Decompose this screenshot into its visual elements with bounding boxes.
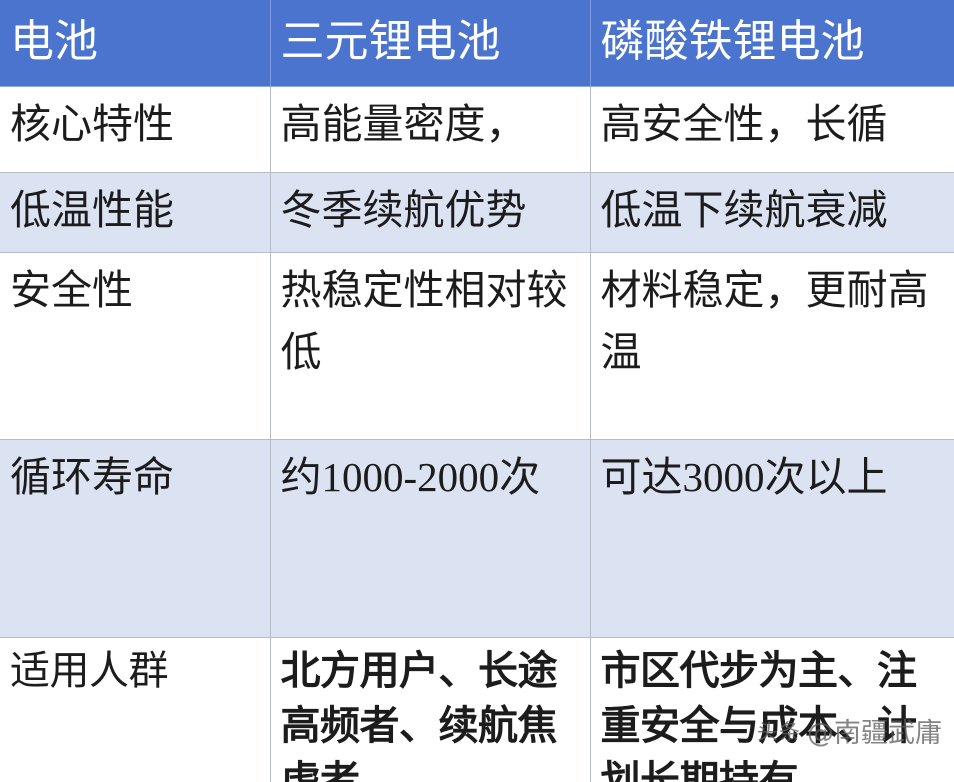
cell-feature-safety: 安全性 xyxy=(0,252,271,440)
table-row: 适用人群 北方用户、长途高频者、续航焦虑者 市区代步为主、注重安全与成本、计划长… xyxy=(0,637,954,782)
cell-text: 冬季续航优势 xyxy=(280,186,527,233)
cell-text: 市区代步为主、注重安全与成本、计划长期持有 xyxy=(600,647,918,782)
cell-text: 高安全性，长循 xyxy=(600,100,888,147)
table-row: 循环寿命 约1000-2000次 可达3000次以上 xyxy=(0,439,954,638)
cell-nmc-low-temperature-performance: 冬季续航优势 xyxy=(270,172,591,253)
table-row: 安全性 热稳定性相对较低 材料稳定，更耐高温 xyxy=(0,252,954,440)
cell-lfp-low-temperature-performance: 低温下续航衰减 xyxy=(590,172,954,253)
cell-text: 热稳定性相对较低 xyxy=(280,266,568,375)
cell-lfp-core-characteristics: 高安全性，长循 xyxy=(590,86,954,173)
cell-text: 材料稳定，更耐高温 xyxy=(600,266,929,375)
cell-feature-low-temperature-performance: 低温性能 xyxy=(0,172,271,253)
cell-lfp-safety: 材料稳定，更耐高温 xyxy=(590,252,954,440)
cell-text: 适用人群 xyxy=(10,647,168,694)
table-row: 低温性能 冬季续航优势 低温下续航衰减 xyxy=(0,172,954,253)
table-header: 电池 三元锂电池 磷酸铁锂电池 xyxy=(0,0,954,87)
cell-text: 低温性能 xyxy=(10,186,174,233)
cell-nmc-safety: 热稳定性相对较低 xyxy=(270,252,591,440)
column-header-nmc-battery: 三元锂电池 xyxy=(270,0,591,87)
cell-text: 核心特性 xyxy=(10,100,174,147)
cell-text: 循环寿命 xyxy=(10,453,174,500)
cell-text: 安全性 xyxy=(10,266,133,313)
column-header-lfp-battery: 磷酸铁锂电池 xyxy=(590,0,954,87)
cell-feature-target-users: 适用人群 xyxy=(0,637,271,782)
cell-nmc-core-characteristics: 高能量密度， xyxy=(270,86,591,173)
table-row: 核心特性 高能量密度， 高安全性，长循 xyxy=(0,86,954,173)
table-body: 核心特性 高能量密度， 高安全性，长循 低温性能 冬季续航优势 低温下续航衰减 xyxy=(0,86,954,782)
cell-lfp-target-users: 市区代步为主、注重安全与成本、计划长期持有 xyxy=(590,637,954,782)
cell-feature-core-characteristics: 核心特性 xyxy=(0,86,271,173)
cell-text: 约1000-2000次 xyxy=(280,453,541,500)
cell-nmc-cycle-life: 约1000-2000次 xyxy=(270,439,591,638)
table-header-row: 电池 三元锂电池 磷酸铁锂电池 xyxy=(0,0,954,87)
cell-text: 北方用户、长途高频者、续航焦虑者 xyxy=(280,647,558,782)
cell-feature-cycle-life: 循环寿命 xyxy=(0,439,271,638)
cell-nmc-target-users: 北方用户、长途高频者、续航焦虑者 xyxy=(270,637,591,782)
cell-text: 可达3000次以上 xyxy=(600,453,888,500)
cell-text: 高能量密度， xyxy=(280,100,527,147)
cell-lfp-cycle-life: 可达3000次以上 xyxy=(590,439,954,638)
column-header-feature: 电池 xyxy=(0,0,271,87)
cell-text: 低温下续航衰减 xyxy=(600,186,888,233)
